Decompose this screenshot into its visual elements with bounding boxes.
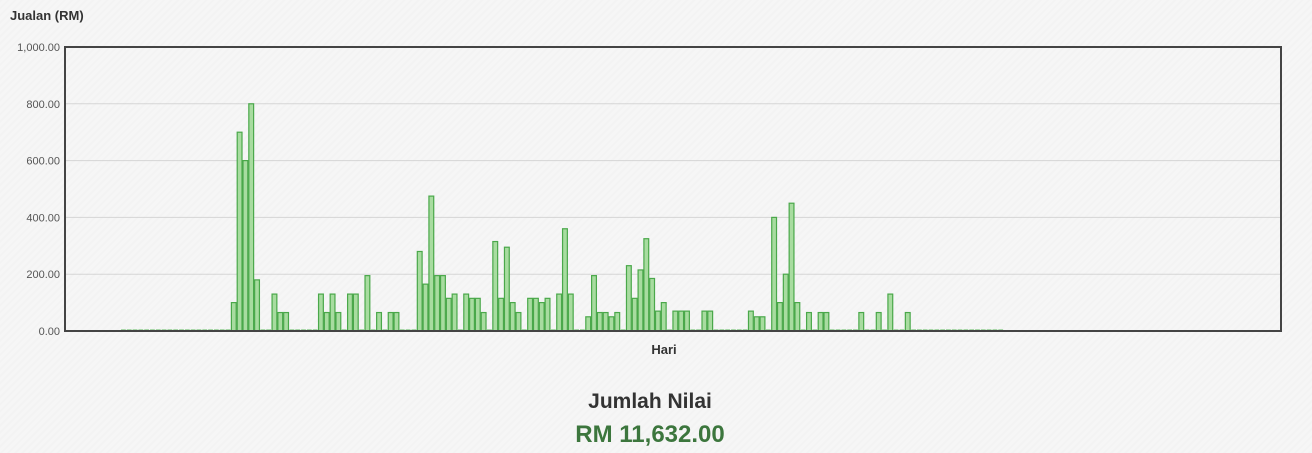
- bar[interactable]: [445, 297, 452, 332]
- bar[interactable]: [654, 310, 661, 332]
- bar[interactable]: [428, 195, 435, 332]
- bar[interactable]: [625, 265, 632, 332]
- y-tick-label: 200.00: [26, 269, 60, 281]
- x-axis-label: Hari: [651, 342, 676, 357]
- bar[interactable]: [480, 311, 487, 332]
- y-tick-label: 400.00: [26, 212, 60, 224]
- total-value: RM 11,632.00: [575, 421, 725, 448]
- total-title: Jumlah Nilai: [588, 390, 712, 413]
- bar[interactable]: [236, 131, 243, 332]
- bar[interactable]: [567, 293, 574, 332]
- bar[interactable]: [283, 311, 290, 332]
- bar[interactable]: [782, 273, 789, 332]
- bar[interactable]: [254, 279, 261, 332]
- bar[interactable]: [596, 311, 603, 332]
- bar[interactable]: [469, 297, 476, 332]
- bar[interactable]: [434, 275, 441, 332]
- bar[interactable]: [527, 297, 534, 332]
- bar[interactable]: [817, 311, 824, 332]
- bar[interactable]: [649, 277, 656, 332]
- bar[interactable]: [335, 311, 342, 332]
- y-tick-label: 1,000.00: [17, 42, 60, 54]
- bar[interactable]: [515, 311, 522, 332]
- bar[interactable]: [794, 302, 801, 332]
- bar[interactable]: [451, 293, 458, 332]
- bar[interactable]: [387, 311, 394, 332]
- y-tick-label: 0.00: [39, 326, 60, 338]
- bar[interactable]: [585, 316, 592, 332]
- bar[interactable]: [323, 311, 330, 332]
- bar[interactable]: [364, 275, 371, 332]
- bar[interactable]: [602, 311, 609, 332]
- bar[interactable]: [277, 311, 284, 332]
- bar[interactable]: [492, 240, 499, 332]
- bar[interactable]: [631, 297, 638, 332]
- bar[interactable]: [660, 302, 667, 332]
- bar[interactable]: [771, 216, 778, 332]
- bar[interactable]: [701, 310, 708, 332]
- bar[interactable]: [614, 311, 621, 332]
- bar[interactable]: [683, 310, 690, 332]
- bar[interactable]: [463, 293, 470, 332]
- bar[interactable]: [776, 302, 783, 332]
- bar[interactable]: [707, 310, 714, 332]
- bar[interactable]: [858, 311, 865, 332]
- bar[interactable]: [608, 316, 615, 332]
- bar[interactable]: [439, 275, 446, 332]
- bar[interactable]: [416, 250, 423, 332]
- bar[interactable]: [317, 293, 324, 332]
- bar[interactable]: [509, 302, 516, 332]
- bar[interactable]: [329, 293, 336, 332]
- bar[interactable]: [904, 311, 911, 332]
- bar[interactable]: [498, 297, 505, 332]
- bar[interactable]: [887, 293, 894, 332]
- bar[interactable]: [474, 297, 481, 332]
- bar[interactable]: [788, 202, 795, 332]
- bar[interactable]: [248, 103, 255, 332]
- bar[interactable]: [747, 310, 754, 332]
- bar[interactable]: [672, 310, 679, 332]
- bar[interactable]: [346, 293, 353, 332]
- bar[interactable]: [538, 302, 545, 332]
- bar[interactable]: [678, 310, 685, 332]
- bar[interactable]: [805, 311, 812, 332]
- bar[interactable]: [230, 302, 237, 332]
- bar[interactable]: [503, 246, 510, 332]
- bar[interactable]: [643, 238, 650, 332]
- bar[interactable]: [591, 275, 598, 332]
- bar[interactable]: [242, 160, 249, 332]
- bar[interactable]: [759, 316, 766, 332]
- bar[interactable]: [823, 311, 830, 332]
- bar[interactable]: [561, 228, 568, 332]
- bar[interactable]: [422, 283, 429, 332]
- bar[interactable]: [556, 293, 563, 332]
- bar[interactable]: [875, 311, 882, 332]
- y-tick-label: 600.00: [26, 156, 60, 168]
- plot-border: [64, 46, 1282, 332]
- bar[interactable]: [753, 316, 760, 332]
- y-tick-label: 800.00: [26, 99, 60, 111]
- y-axis-label: Jualan (RM): [10, 8, 84, 23]
- bar[interactable]: [271, 293, 278, 332]
- bar[interactable]: [393, 311, 400, 332]
- grid-lines: [65, 103, 1281, 275]
- y-tick-labels: 0.00 200.00 400.00 600.00 800.00 1,000.00: [17, 42, 60, 338]
- bar[interactable]: [544, 297, 551, 332]
- bar[interactable]: [637, 269, 644, 332]
- bar[interactable]: [532, 297, 539, 332]
- bar[interactable]: [352, 293, 359, 332]
- sales-bar-chart: 0.00 200.00 400.00 600.00 800.00 1,000.00 Har…: [17, 42, 1282, 357]
- bar[interactable]: [376, 311, 383, 332]
